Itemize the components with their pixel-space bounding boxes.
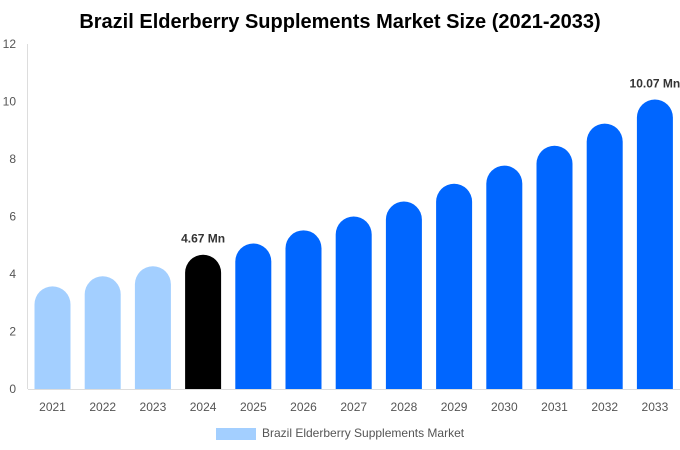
bar-2024[interactable] [185,254,222,389]
bar-2022[interactable] [84,276,121,389]
x-tick-label: 2028 [391,400,418,414]
x-tick-label: 2029 [441,400,468,414]
x-tick-label: 2027 [340,400,367,414]
bar-2025[interactable] [235,243,272,389]
bar-2029[interactable] [436,183,473,389]
data-label-2024: 4.67 Mn [181,232,225,246]
x-tick-label: 2031 [541,400,568,414]
legend-label: Brazil Elderberry Supplements Market [262,426,465,440]
bar-2027[interactable] [335,216,372,390]
x-tick-label: 2021 [39,400,66,414]
y-tick-label: 10 [3,95,17,109]
y-tick-label: 12 [3,37,17,51]
bar-2032[interactable] [586,123,623,389]
x-tick-label: 2032 [591,400,618,414]
chart-title: Brazil Elderberry Supplements Market Siz… [79,11,600,33]
bar-2021[interactable] [34,286,71,389]
x-tick-label: 2023 [140,400,167,414]
y-tick-label: 6 [9,210,16,224]
bar-2030[interactable] [486,165,523,389]
bar-2031[interactable] [536,145,573,389]
bar-2033[interactable] [636,99,673,390]
data-labels: 4.67 Mn 10.07 Mn [181,76,680,245]
y-tick-label: 0 [9,382,16,396]
legend-swatch [216,428,256,440]
bar-2028[interactable] [385,201,422,389]
bars [34,99,673,390]
x-axis: 2021 2022 2023 2024 2025 2026 2027 2028 2029 2030… [39,400,668,414]
y-axis: 0 2 4 6 8 10 12 [3,37,17,396]
bar-2026[interactable] [285,230,322,389]
y-tick-label: 2 [9,325,16,339]
x-tick-label: 2022 [89,400,116,414]
legend[interactable]: Brazil Elderberry Supplements Market [216,426,465,440]
y-tick-label: 4 [9,267,16,281]
y-tick-label: 8 [9,152,16,166]
x-tick-label: 2024 [190,400,217,414]
data-label-2033: 10.07 Mn [630,76,680,90]
x-tick-label: 2033 [642,400,669,414]
x-tick-label: 2030 [491,400,518,414]
x-tick-label: 2025 [240,400,267,414]
bar-2023[interactable] [134,266,171,389]
x-tick-label: 2026 [290,400,317,414]
